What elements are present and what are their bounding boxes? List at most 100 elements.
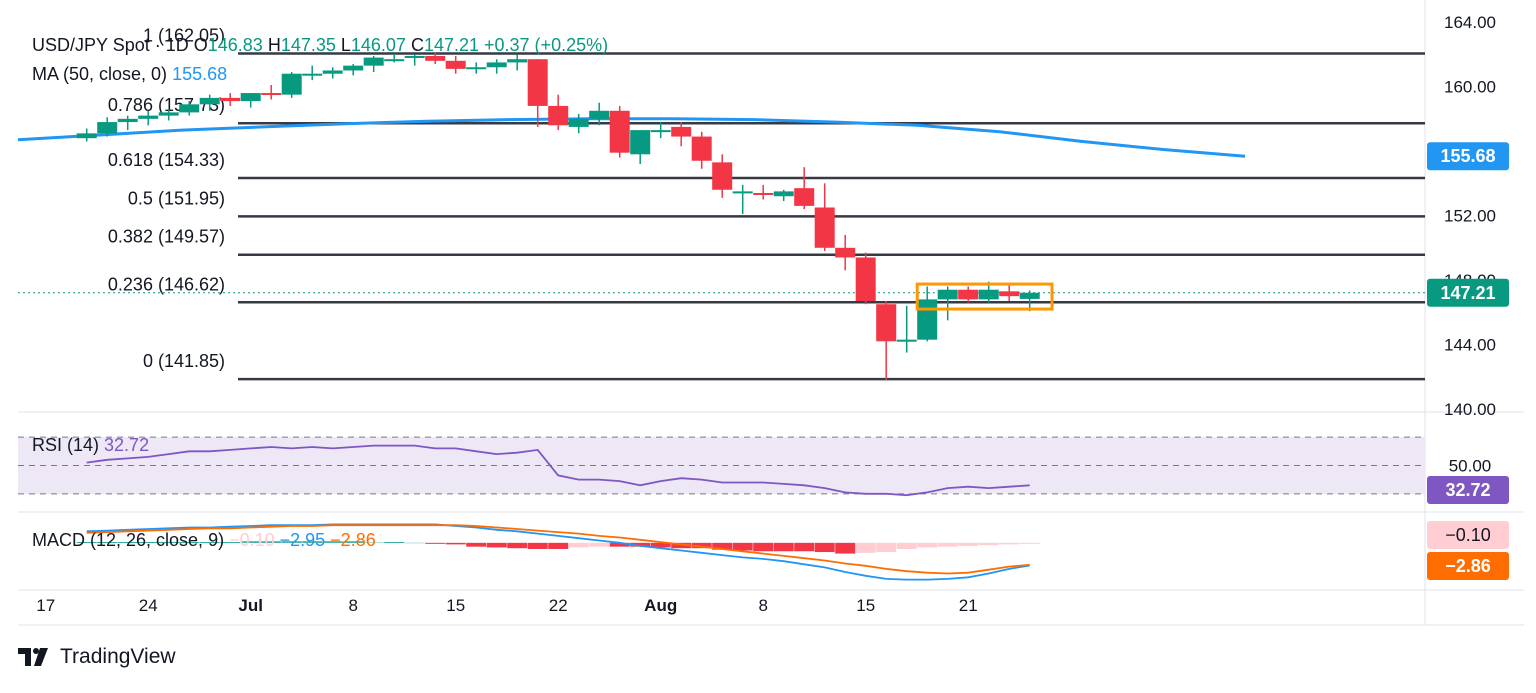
macd-histogram-bar: [302, 541, 323, 543]
candle-body: [507, 59, 528, 63]
fib-label: 0.382 (149.57): [108, 227, 225, 247]
candle-body: [363, 57, 384, 66]
symbol-header: USD/JPY Spot · 1D O146.83 H147.35 L146.0…: [32, 35, 608, 55]
ohlc-part: C: [411, 35, 424, 55]
ma-line: [17, 117, 1246, 158]
candle-body: [445, 60, 466, 69]
macd-histogram-bar: [548, 542, 569, 549]
x-tick-label: 15: [856, 596, 875, 615]
macd-histogram-bar: [466, 542, 487, 547]
candle-body: [261, 93, 282, 96]
rsi-value-badge: [1427, 475, 1509, 504]
macd-histogram-bar: [589, 542, 610, 547]
candle-body: [630, 130, 651, 155]
macd-hist-badge: [1427, 521, 1509, 549]
fib-label: 0.236 (146.62): [108, 274, 225, 294]
fib-label: 1 (162.05): [143, 26, 225, 46]
ohlc-part: 147.35: [281, 35, 341, 55]
candle-body: [568, 118, 589, 127]
macd-histogram-bar: [999, 542, 1020, 545]
macd-signal-line: [86, 524, 1030, 575]
candle-body: [138, 115, 159, 119]
rsi-legend-part: RSI (14): [32, 435, 104, 455]
macd-histogram-bar: [445, 542, 466, 545]
macd-histogram-bar: [507, 542, 528, 549]
macd-histogram-bar: [138, 542, 159, 544]
candle-body: [896, 339, 917, 342]
candle-body: [117, 118, 138, 123]
candle-body: [937, 289, 958, 300]
candle-body: [158, 112, 179, 116]
candle-body: [671, 126, 692, 137]
candle-body: [773, 191, 794, 197]
tradingview-logo: TradingView: [18, 645, 176, 669]
x-tick-label: 17: [36, 596, 55, 615]
candle-body: [199, 97, 220, 105]
macd-histogram-bar: [527, 542, 548, 549]
macd-histogram-bar: [240, 541, 261, 543]
macd-histogram-bar: [158, 542, 179, 544]
macd-histogram-bar: [199, 542, 220, 544]
candle-body: [466, 67, 487, 70]
macd-histogram-bar: [1019, 542, 1040, 544]
candle-body: [384, 59, 405, 62]
macd-hist-label: −0.10: [1445, 525, 1491, 545]
candle-body: [917, 299, 938, 340]
candle-body: [404, 55, 425, 58]
candle-body: [589, 110, 610, 119]
ohlc-part: 146.07: [351, 35, 411, 55]
macd-histogram-bar: [896, 542, 917, 549]
macd-histogram-bar: [363, 542, 384, 544]
x-tick-label: 8: [348, 596, 357, 615]
macd-histogram-bar: [794, 542, 815, 552]
macd-histogram-bar: [630, 542, 651, 547]
candle-body: [753, 192, 774, 195]
candle-body: [999, 291, 1020, 297]
candle-body: [650, 130, 671, 133]
x-tick-label: 15: [446, 596, 465, 615]
ohlc-part: 146.83: [208, 35, 268, 55]
macd-histogram-bar: [384, 542, 405, 544]
ohlc-part: O: [194, 35, 208, 55]
macd-legend: MACD (12, 26, close, 9) −0.10 −2.95 −2.8…: [32, 530, 376, 550]
candle-body: [76, 133, 97, 139]
candle-body: [794, 188, 815, 206]
macd-histogram-bar: [712, 542, 733, 550]
candle-body: [425, 55, 446, 61]
x-tick-label: 8: [758, 596, 767, 615]
candle-body: [876, 304, 897, 342]
x-tick-label: Jul: [238, 596, 263, 615]
candle-body: [1019, 292, 1040, 299]
ohlc-part: +0.37 (+0.25%): [484, 35, 608, 55]
candle-body: [302, 73, 323, 76]
candle-body: [609, 110, 630, 153]
candle-body: [527, 59, 548, 106]
candle-body: [691, 136, 712, 161]
candle-body: [322, 70, 343, 74]
macd-histogram-bar: [855, 542, 876, 553]
macd-histogram-bar: [773, 542, 794, 552]
macd-histogram-bar: [835, 542, 856, 554]
macd-legend-part: MACD (12, 26, close, 9): [32, 530, 229, 550]
macd-histogram-bar: [425, 542, 446, 544]
ma-legend: MA (50, close, 0) 155.68: [32, 64, 227, 84]
x-tick-label: Aug: [644, 596, 677, 615]
candle-body: [220, 97, 241, 102]
candle-body: [240, 93, 261, 102]
ma-price-label: 155.68: [1440, 146, 1495, 166]
ma-legend-part: MA (50, close, 0): [32, 64, 172, 84]
macd-histogram-bar: [117, 542, 138, 544]
brand-name: TradingView: [60, 645, 176, 668]
macd-histogram-bar: [281, 541, 302, 543]
macd-histogram-bar: [97, 542, 118, 544]
macd-histogram-bar: [486, 542, 507, 548]
macd-signal-label: −2.86: [1445, 556, 1491, 576]
macd-histogram-bar: [978, 542, 999, 546]
last-price-label: 147.21: [1440, 283, 1495, 303]
fib-label: 0.5 (151.95): [128, 188, 225, 208]
macd-legend-part: −2.95: [280, 530, 331, 550]
fib-label: 0.618 (154.33): [108, 150, 225, 170]
tradingview-logo-icon: [18, 648, 48, 666]
